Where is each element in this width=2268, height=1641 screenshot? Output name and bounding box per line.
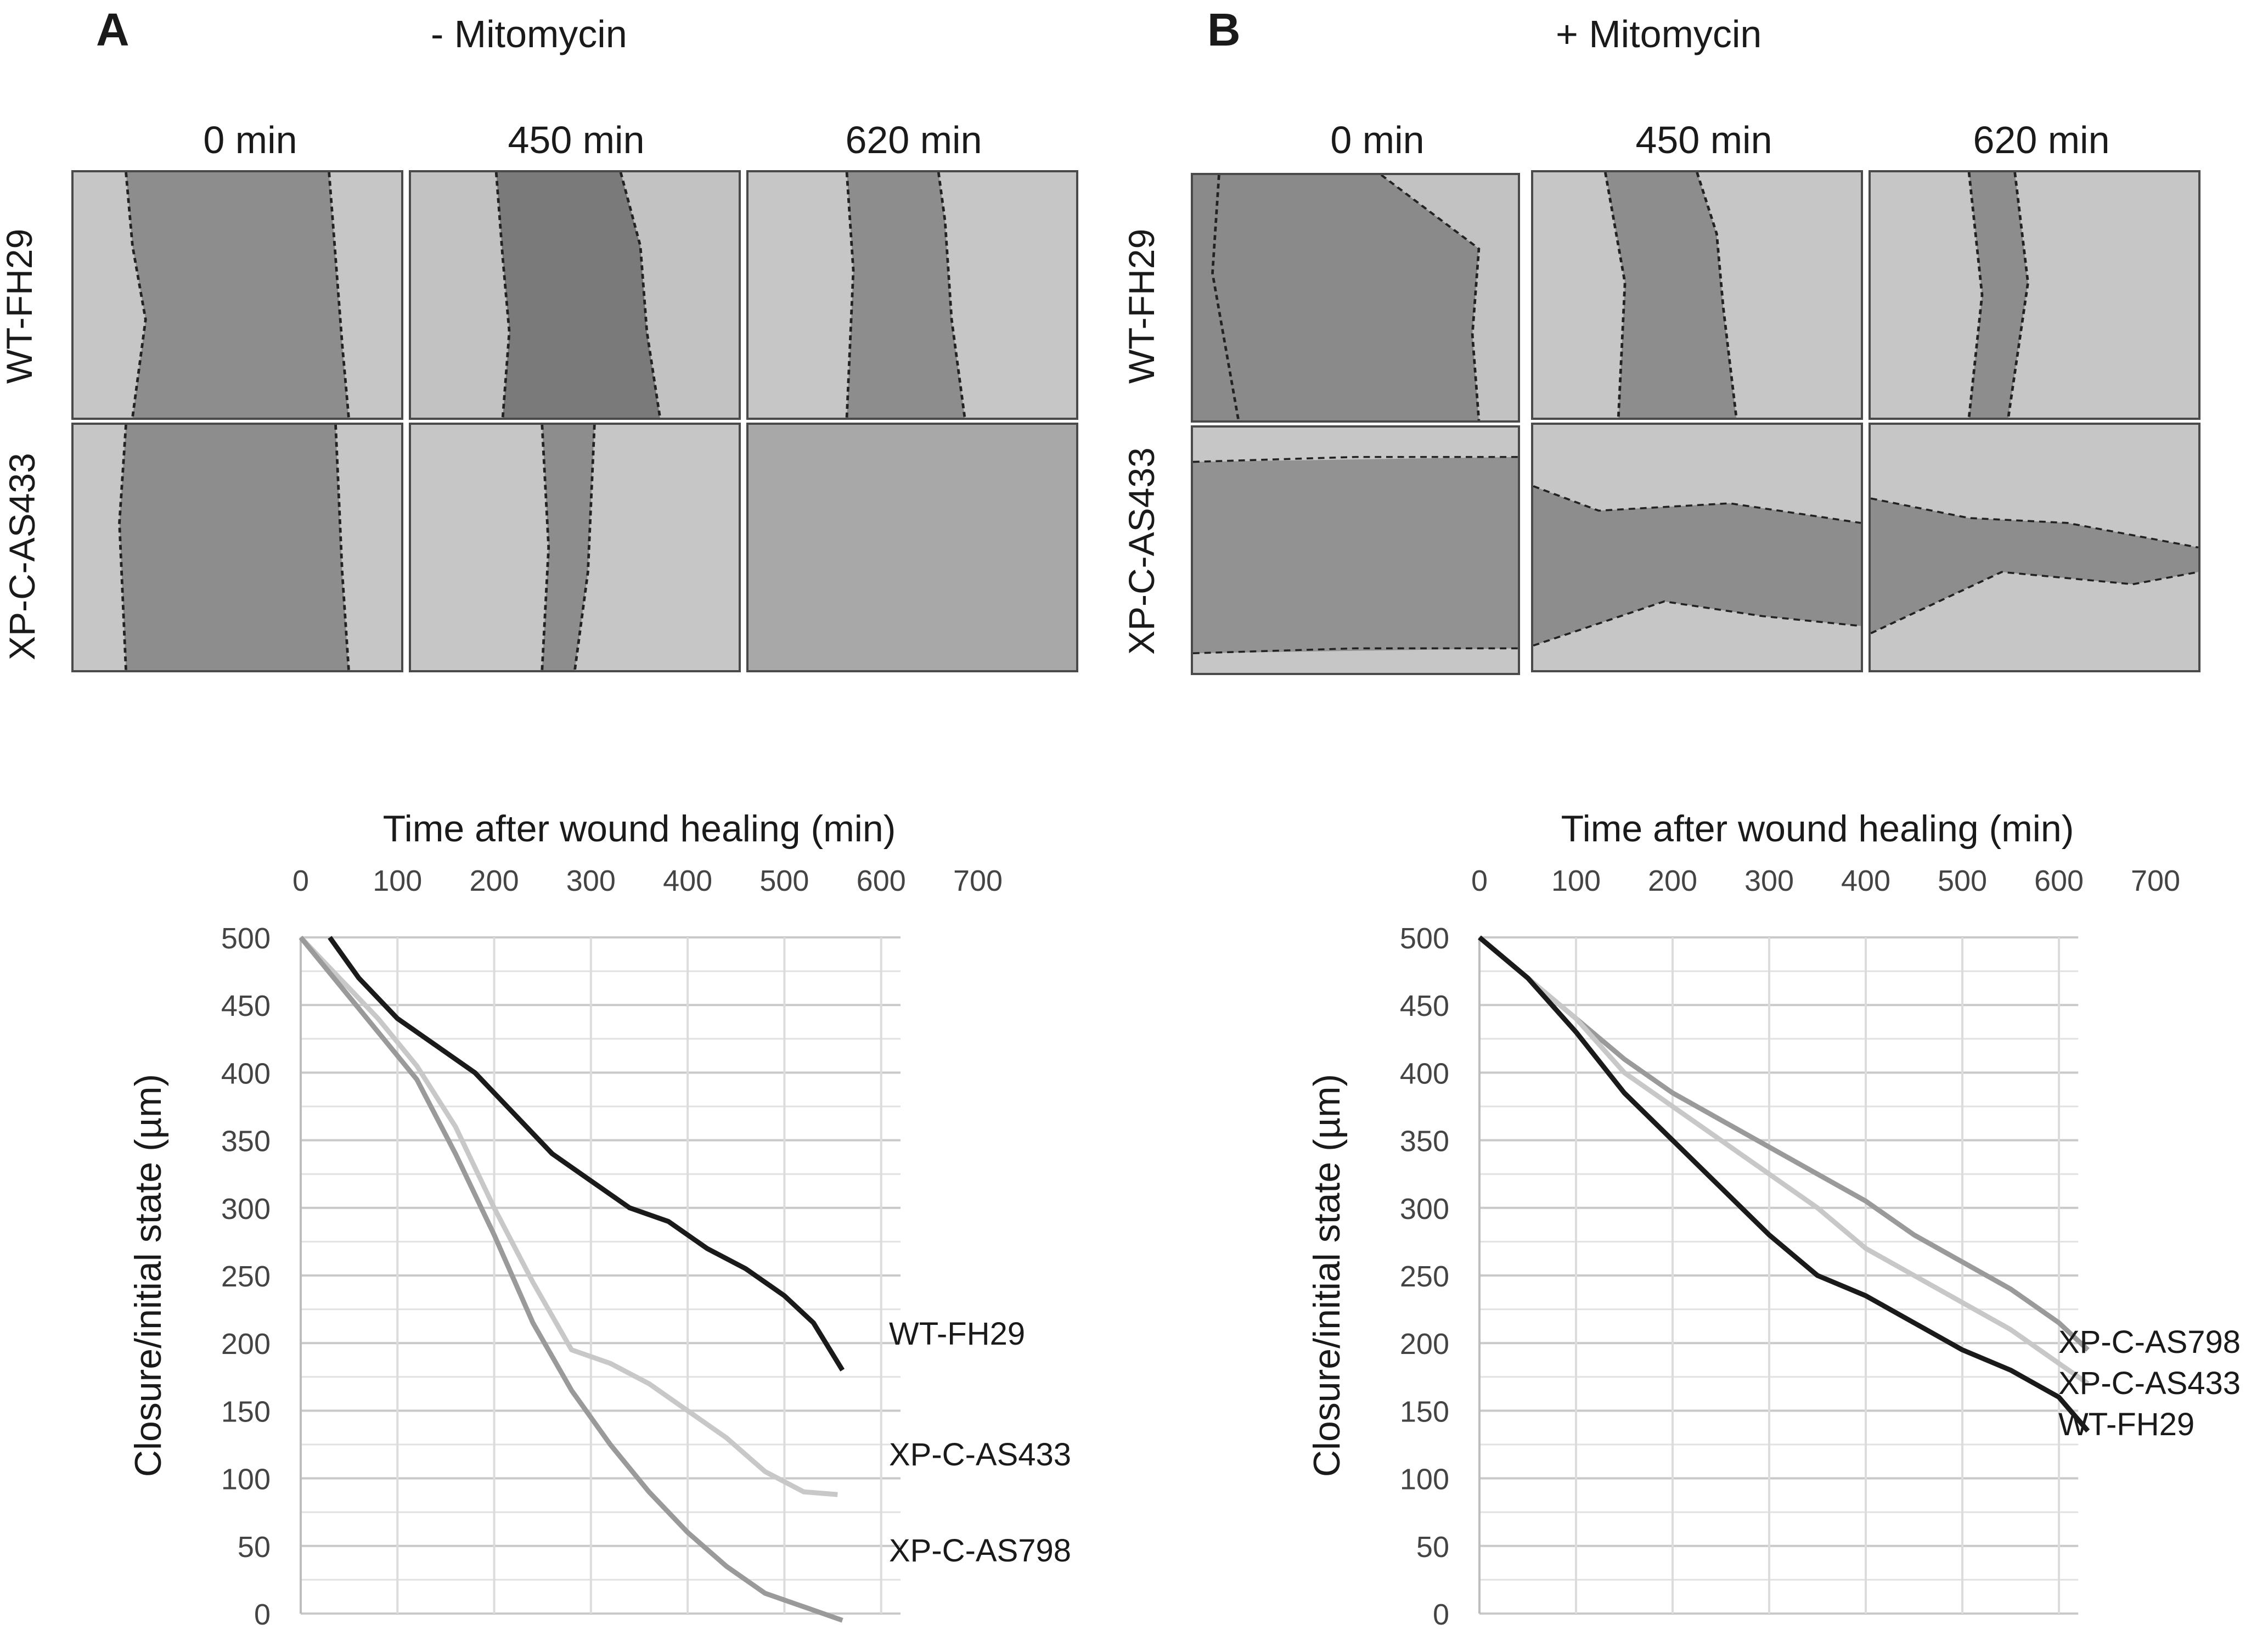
panel-b-row-wt: WT-FH29 <box>1121 228 1162 384</box>
y-tick-label: 0 <box>254 1598 271 1631</box>
y-tick-label: 500 <box>1400 922 1449 955</box>
series-line-wt-fh29 <box>328 936 845 1372</box>
micrograph <box>71 423 403 672</box>
micrograph <box>1531 423 1863 672</box>
micrograph <box>1869 423 2201 672</box>
y-tick-label: 300 <box>1400 1193 1449 1226</box>
y-tick-label: 200 <box>221 1328 271 1361</box>
panel-b-row-xpc: XP-C-AS433 <box>1121 447 1162 655</box>
chart-a: 0 100 200 300 400 500 600 700 0 50 100 150 200 250 300… <box>127 808 1071 1631</box>
micrograph <box>409 170 741 420</box>
y-tick-label: 200 <box>1400 1328 1449 1361</box>
y-tick-label: 0 <box>1433 1598 1449 1631</box>
x-tick-label: 500 <box>1938 864 1987 897</box>
series-label: XP-C-AS433 <box>889 1437 1071 1473</box>
x-tick-label: 0 <box>292 864 309 897</box>
micrograph <box>746 423 1078 672</box>
y-tick-label: 50 <box>238 1531 271 1564</box>
series-label: XP-C-AS798 <box>889 1533 1071 1569</box>
x-tick-label: 500 <box>759 864 809 897</box>
series-line-xp-c-as433 <box>299 935 838 1497</box>
y-tick-label: 450 <box>1400 990 1449 1022</box>
x-tick-label: 200 <box>1648 864 1697 897</box>
series-label: XP-C-AS433 <box>2058 1365 2241 1401</box>
y-tick-label: 150 <box>221 1395 271 1428</box>
y-tick-label: 300 <box>221 1193 271 1226</box>
x-tick-label: 0 <box>1471 864 1488 897</box>
chart-b: 0 100 200 300 400 500 600 700 0 50 100 150 200 250 300… <box>1306 808 2241 1631</box>
panel-b-time-2: 620 min <box>1973 119 2110 161</box>
y-tick-label: 100 <box>221 1463 271 1496</box>
panel-b-letter: B <box>1207 4 1241 55</box>
panel-a-letter: A <box>96 4 130 55</box>
y-tick-label: 250 <box>1400 1260 1449 1293</box>
panel-a-time-0: 0 min <box>203 119 297 161</box>
micrograph <box>1191 173 1520 423</box>
micrograph <box>1531 170 1863 420</box>
y-tick-label: 350 <box>221 1125 271 1158</box>
micrograph <box>71 170 403 420</box>
y-tick-label: 500 <box>221 922 271 955</box>
series-label: WT-FH29 <box>2058 1407 2194 1442</box>
panel-b-condition: + Mitomycin <box>1556 13 1762 55</box>
y-tick-label: 250 <box>221 1260 271 1293</box>
panel-a-row-xpc: XP-C-AS433 <box>2 453 42 660</box>
series-label: WT-FH29 <box>889 1316 1025 1352</box>
x-tick-label: 700 <box>2131 864 2180 897</box>
series-line-xp-c-as798 <box>299 936 843 1623</box>
panel-a-time-1: 450 min <box>508 119 645 161</box>
panel-a-time-2: 620 min <box>845 119 982 161</box>
x-tick-label: 200 <box>470 864 519 897</box>
x-axis-title: Time after wound healing (min) <box>383 808 896 850</box>
x-tick-label: 100 <box>373 864 422 897</box>
y-tick-label: 50 <box>1416 1531 1449 1564</box>
series-label: XP-C-AS798 <box>2058 1324 2241 1360</box>
x-tick-label: 400 <box>1841 864 1890 897</box>
micrograph <box>1869 170 2201 420</box>
x-tick-label: 400 <box>663 864 712 897</box>
x-tick-label: 600 <box>857 864 906 897</box>
y-tick-label: 450 <box>221 990 271 1022</box>
series-line-xp-c-as798 <box>1478 935 2090 1352</box>
panel-b-time-0: 0 min <box>1330 119 1425 161</box>
y-tick-label: 150 <box>1400 1395 1449 1428</box>
series-line-xp-c-as433 <box>1478 935 2090 1386</box>
panel-b-time-1: 450 min <box>1635 119 1772 161</box>
series-line-wt-fh29 <box>1478 935 2090 1433</box>
y-axis-title: Closure/initial state (µm) <box>1306 1074 1348 1477</box>
panel-a-condition: - Mitomycin <box>431 13 627 55</box>
micrograph <box>746 170 1078 420</box>
x-tick-label: 700 <box>953 864 1003 897</box>
y-axis-title: Closure/initial state (µm) <box>127 1074 169 1477</box>
micrograph <box>1191 425 1520 675</box>
x-tick-label: 300 <box>1744 864 1794 897</box>
y-tick-label: 100 <box>1400 1463 1449 1496</box>
y-tick-label: 350 <box>1400 1125 1449 1158</box>
x-tick-label: 100 <box>1551 864 1601 897</box>
micrograph <box>409 423 741 672</box>
x-tick-label: 300 <box>566 864 616 897</box>
y-tick-label: 400 <box>1400 1057 1449 1090</box>
x-tick-label: 600 <box>2034 864 2084 897</box>
panel-a-row-wt: WT-FH29 <box>0 228 40 384</box>
x-axis-title: Time after wound healing (min) <box>1561 808 2074 850</box>
y-tick-label: 400 <box>221 1057 271 1090</box>
